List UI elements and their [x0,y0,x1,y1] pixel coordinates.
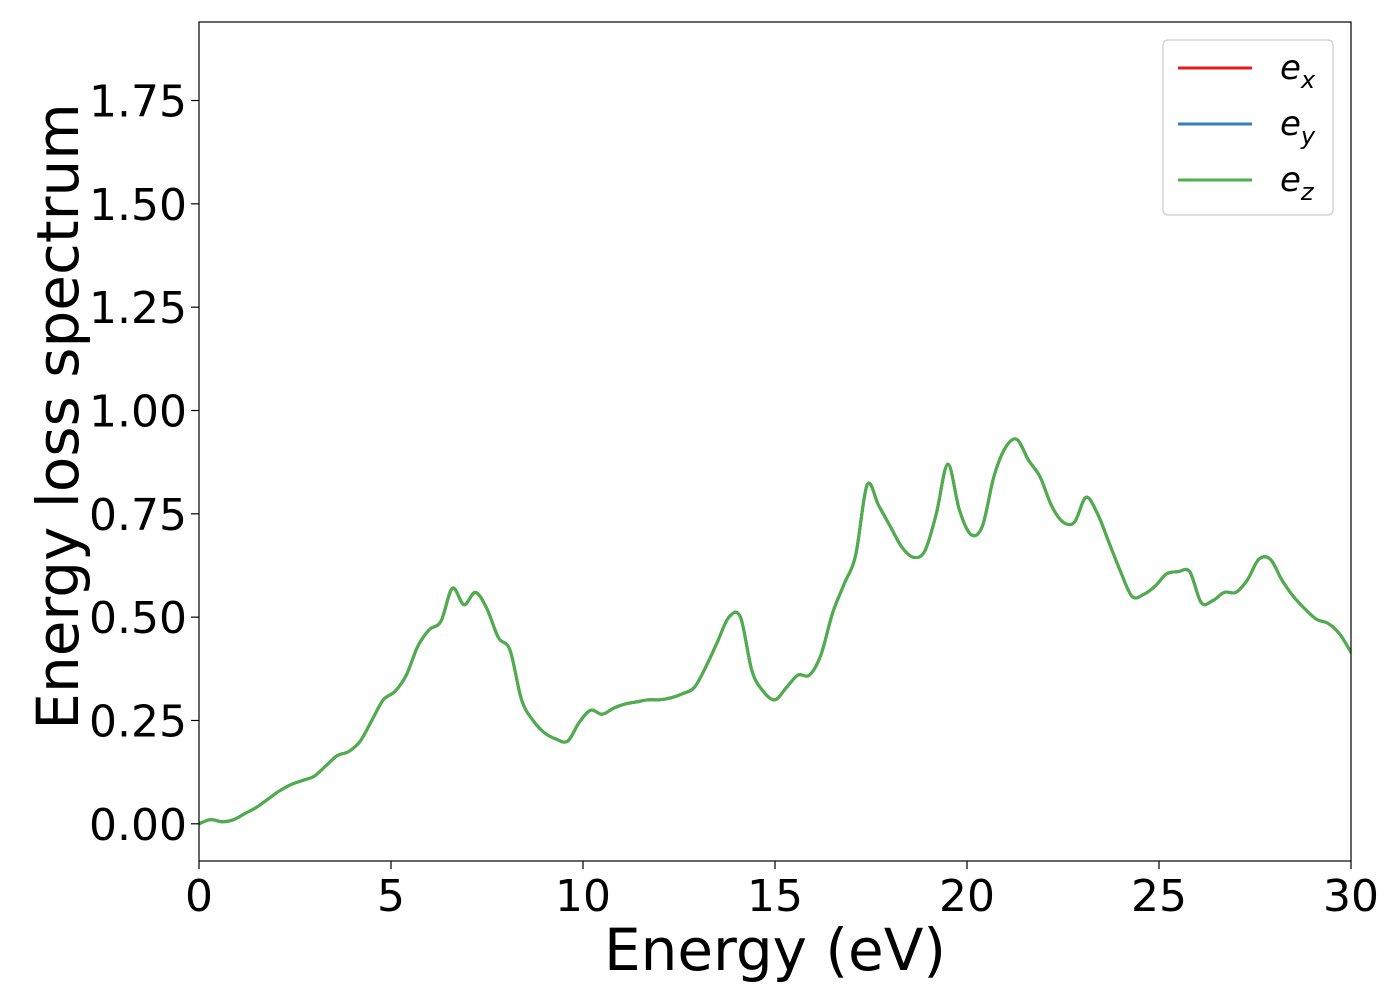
legend-label-x: ex [1280,48,1316,94]
x-tick-label: 30 [1323,871,1379,922]
legend-label-subscript: z [1300,178,1315,206]
x-tick-label: 5 [377,871,405,922]
legend-label-base: e [1280,160,1301,200]
legend-label-base: e [1280,104,1301,144]
y-tick-label: 0.00 [89,800,187,851]
y-tick-label: 1.50 [89,180,187,231]
series-layer [199,437,1351,826]
series-line-z [199,437,1351,826]
x-tick-label: 15 [747,871,803,922]
legend-label-base: e [1280,48,1301,88]
x-tick-label: 25 [1131,871,1187,922]
y-tick-label: 1.75 [89,77,187,128]
legend-box [1162,39,1334,216]
x-tick-label: 0 [185,871,213,922]
y-tick-label: 0.25 [89,696,187,747]
legend-label-y: ey [1280,104,1316,150]
legend-label-subscript: y [1300,122,1316,150]
y-axis-label: Energy loss spectrum [24,103,92,729]
y-tick-label: 0.50 [89,593,187,644]
y-axis: 0.00 0.25 0.50 0.75 1.00 1.25 1.50 1.75 [89,77,199,851]
legend-label-subscript: x [1300,66,1316,94]
x-axis-label: Energy (eV) [604,916,946,984]
y-tick-label: 1.25 [89,283,187,334]
x-axis: 0 5 10 15 20 25 30 [185,861,1379,922]
y-tick-label: 0.75 [89,490,187,541]
y-tick-label: 1.00 [89,387,187,438]
x-tick-label: 20 [939,871,995,922]
legend-label-z: ez [1280,160,1315,206]
x-tick-label: 10 [555,871,611,922]
